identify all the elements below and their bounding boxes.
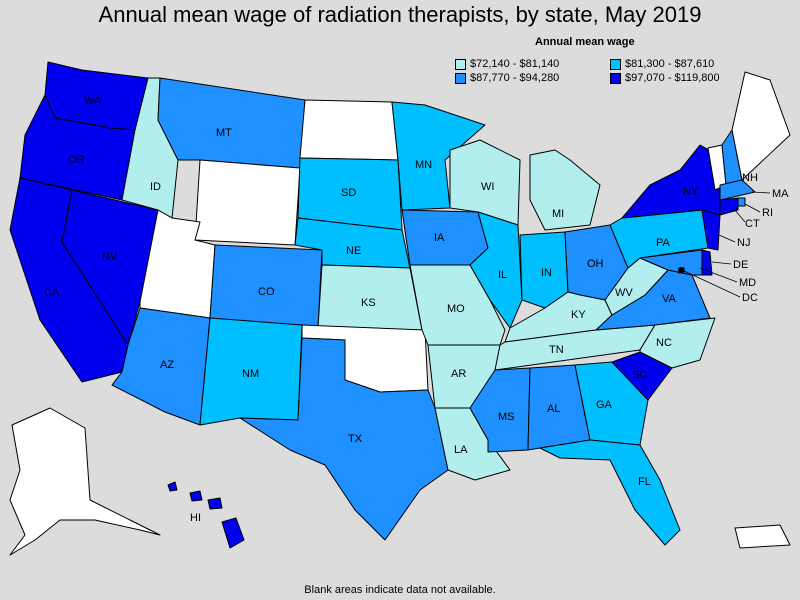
leader-line <box>711 261 732 265</box>
legend-item: $97,070 - $119,800 <box>610 72 770 84</box>
state-de[interactable] <box>701 249 713 276</box>
state-mt[interactable] <box>157 77 306 169</box>
state-label: AL <box>547 403 560 415</box>
state-label: NE <box>346 245 361 257</box>
state-label: MA <box>772 188 789 200</box>
state-label: NJ <box>737 237 750 249</box>
state-ia[interactable] <box>401 209 489 266</box>
state-hi-2[interactable] <box>189 490 203 502</box>
legend-label: $72,140 - $81,140 <box>470 58 560 70</box>
legend-item: $72,140 - $81,140 <box>455 58 610 70</box>
leader-line <box>699 267 738 283</box>
state-label: CO <box>258 286 275 298</box>
state-fl[interactable] <box>539 439 681 546</box>
state-label: WI <box>481 181 494 193</box>
state-wy[interactable] <box>194 159 301 246</box>
state-ga[interactable] <box>574 361 649 446</box>
state-me[interactable] <box>731 71 791 181</box>
state-label: SC <box>632 369 647 381</box>
legend-label: $81,300 - $87,610 <box>625 58 715 70</box>
state-label: TX <box>348 433 363 445</box>
state-ny[interactable] <box>621 144 721 219</box>
state-label: TN <box>549 344 564 356</box>
leader-line <box>733 208 746 223</box>
state-label: KY <box>571 309 586 321</box>
state-nd[interactable] <box>299 99 399 161</box>
state-nv[interactable] <box>61 189 159 346</box>
state-label: MI <box>552 208 564 220</box>
state-label: WA <box>84 95 102 107</box>
legend-label: $87,770 - $94,280 <box>470 72 560 84</box>
legend-label: $97,070 - $119,800 <box>625 72 720 84</box>
leader-line <box>681 269 741 298</box>
legend-swatch <box>610 58 621 70</box>
dc-marker <box>678 267 684 273</box>
state-label: NC <box>656 337 672 349</box>
map-title: Annual mean wage of radiation therapists… <box>98 2 702 27</box>
state-label: MO <box>447 303 465 315</box>
state-pr[interactable] <box>734 524 791 549</box>
state-label: MS <box>498 411 515 423</box>
state-il[interactable] <box>469 211 523 329</box>
state-label: IL <box>498 269 507 281</box>
legend-item: $81,300 - $87,610 <box>610 58 770 70</box>
state-hi-3[interactable] <box>207 497 223 510</box>
state-label: IN <box>541 267 552 279</box>
state-label: KS <box>361 297 376 309</box>
state-label: RI <box>762 207 773 219</box>
state-label: IA <box>434 232 445 244</box>
state-label: NV <box>102 251 118 263</box>
state-label: OH <box>587 258 604 270</box>
state-label: AR <box>451 368 466 380</box>
state-hi-1[interactable] <box>167 481 178 492</box>
legend-swatch <box>455 72 466 84</box>
state-label: LA <box>454 444 468 456</box>
state-label: NM <box>242 368 259 380</box>
state-label: NY <box>683 186 699 198</box>
leader-line <box>718 234 736 243</box>
state-nj[interactable] <box>701 209 721 251</box>
leader-line <box>744 203 761 213</box>
state-md[interactable] <box>639 249 703 276</box>
state-label: HI <box>190 512 201 524</box>
state-label: MD <box>739 277 756 289</box>
state-label: DE <box>733 259 748 271</box>
state-label: CT <box>745 218 760 230</box>
state-label: PA <box>656 237 671 249</box>
state-label: GA <box>596 399 613 411</box>
state-label: WV <box>615 287 633 299</box>
legend: Annual mean wage $72,140 - $81,140 $81,3… <box>455 36 785 84</box>
state-label: DC <box>742 292 758 304</box>
state-hi-4[interactable] <box>221 517 245 549</box>
state-label: AZ <box>160 359 174 371</box>
legend-title: Annual mean wage <box>535 36 635 48</box>
state-label: SD <box>341 187 356 199</box>
state-label: MN <box>415 159 432 171</box>
state-label: OR <box>68 154 85 166</box>
state-mi[interactable] <box>529 149 601 231</box>
state-ak[interactable] <box>9 407 161 556</box>
state-label: FL <box>638 476 651 488</box>
state-ri[interactable] <box>737 197 746 207</box>
state-label: CA <box>44 287 60 299</box>
state-label: MT <box>216 127 232 139</box>
legend-swatch <box>610 72 621 84</box>
state-label: NH <box>742 172 758 184</box>
legend-item: $87,770 - $94,280 <box>455 72 610 84</box>
state-label: ID <box>150 181 161 193</box>
state-label: VA <box>662 293 677 305</box>
state-tx[interactable] <box>239 337 449 541</box>
state-mn[interactable] <box>391 101 486 211</box>
footnote: Blank areas indicate data not available. <box>304 584 496 596</box>
leader-line <box>751 191 771 194</box>
state-ct[interactable] <box>719 197 739 216</box>
legend-swatch <box>455 58 466 70</box>
